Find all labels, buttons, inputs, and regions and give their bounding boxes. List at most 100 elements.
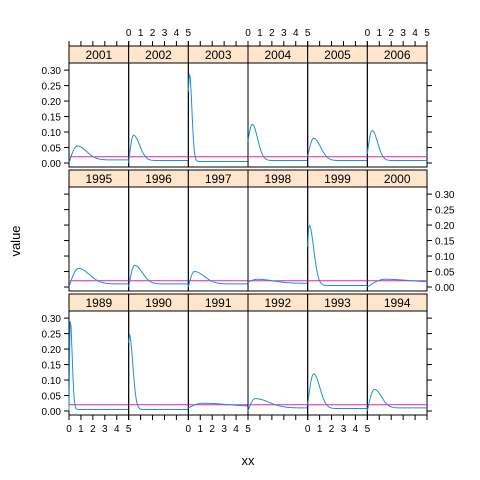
series-line-2000 bbox=[367, 278, 428, 288]
strip-label-1999: 1999 bbox=[324, 172, 351, 186]
panel-frame-1994 bbox=[366, 310, 428, 416]
series-line-2001 bbox=[68, 145, 129, 164]
x-tick-label: 4 bbox=[233, 424, 239, 435]
x-tick-label: 2 bbox=[209, 424, 215, 435]
series-line-1991 bbox=[188, 402, 249, 409]
series-line-2004 bbox=[247, 123, 308, 162]
panel-frame-1992 bbox=[247, 310, 309, 416]
panel-frame-2002 bbox=[128, 62, 189, 168]
x-tick-label: 3 bbox=[281, 28, 287, 39]
x-tick-label: 1 bbox=[78, 424, 84, 435]
y-tick-label: 0.20 bbox=[42, 345, 62, 356]
panel-1993: 1993 bbox=[307, 293, 368, 416]
y-tick-label: 0.10 bbox=[42, 128, 62, 139]
series-line-1989 bbox=[68, 321, 129, 412]
panel-frame-1990 bbox=[128, 310, 189, 416]
series-line-1997 bbox=[187, 271, 249, 288]
x-tick-label: 1 bbox=[317, 424, 323, 435]
x-tick-label: 2 bbox=[150, 28, 156, 39]
x-tick-label: 4 bbox=[174, 28, 180, 39]
x-tick-label: 2 bbox=[90, 424, 96, 435]
panel-1989: 1989 bbox=[68, 293, 130, 416]
panel-grid: 2001 2002 2003 2004 2005 2006 1995 1996 1997 1998… bbox=[68, 45, 428, 416]
x-tick-label: 0 bbox=[66, 424, 72, 435]
x-tick-label: 0 bbox=[305, 424, 311, 435]
panel-2005: 2005 bbox=[307, 45, 368, 168]
strip-label-2005: 2005 bbox=[324, 48, 351, 62]
x-tick-label: 4 bbox=[412, 28, 418, 39]
x-tick-label: 0 bbox=[186, 424, 192, 435]
x-tick-label: 0 bbox=[245, 28, 251, 39]
x-tick-label: 1 bbox=[197, 424, 203, 435]
y-tick-label: 0.30 bbox=[42, 314, 62, 325]
y-axis-title: value bbox=[8, 225, 23, 256]
y-tick-label: 0.05 bbox=[42, 144, 62, 155]
x-tick-label: 1 bbox=[138, 28, 144, 39]
x-tick-label: 4 bbox=[114, 424, 120, 435]
panel-frame-1998 bbox=[247, 186, 309, 292]
panel-1998: 1998 bbox=[247, 169, 309, 292]
panel-frame-1989 bbox=[68, 310, 130, 416]
panel-frame-1993 bbox=[307, 310, 368, 416]
strip-label-1992: 1992 bbox=[264, 296, 291, 310]
panel-2002: 2002 bbox=[128, 45, 189, 168]
series-line-1992 bbox=[247, 398, 308, 412]
x-tick-label: 4 bbox=[353, 424, 359, 435]
x-tick-label: 3 bbox=[221, 424, 227, 435]
y-tick-label: 0.15 bbox=[42, 361, 62, 372]
y-tick-label: 0.00 bbox=[42, 407, 62, 418]
panel-frame-2006 bbox=[366, 62, 428, 168]
panel-frame-2000 bbox=[366, 186, 428, 292]
x-tick-label: 3 bbox=[162, 28, 168, 39]
x-tick-label: 1 bbox=[257, 28, 263, 39]
strip-label-1993: 1993 bbox=[324, 296, 351, 310]
x-tick-label: 5 bbox=[424, 28, 430, 39]
y-tick-label: 0.05 bbox=[435, 268, 455, 279]
series-line-1995 bbox=[68, 267, 129, 288]
panel-1994: 1994 bbox=[366, 293, 428, 416]
x-tick-label: 0 bbox=[126, 28, 132, 39]
series-line-1993 bbox=[307, 373, 368, 410]
panel-1996: 1996 bbox=[128, 169, 189, 292]
panel-frame-2004 bbox=[247, 62, 309, 168]
panel-1997: 1997 bbox=[187, 169, 249, 292]
x-tick-label: 5 bbox=[126, 424, 132, 435]
strip-label-2000: 2000 bbox=[384, 172, 411, 186]
panel-frame-1996 bbox=[128, 186, 189, 292]
x-tick-label: 3 bbox=[341, 424, 347, 435]
panel-frame-2003 bbox=[187, 62, 249, 168]
x-tick-label: 5 bbox=[365, 424, 371, 435]
panel-frame-1991 bbox=[187, 310, 249, 416]
strip-label-1989: 1989 bbox=[85, 296, 112, 310]
panel-2000: 2000 bbox=[366, 169, 428, 292]
y-tick-label: 0.25 bbox=[42, 82, 62, 93]
y-tick-label: 0.25 bbox=[42, 330, 62, 341]
panel-frame-2001 bbox=[68, 62, 130, 168]
strip-label-2001: 2001 bbox=[85, 48, 112, 62]
panel-1990: 1990 bbox=[128, 293, 189, 416]
y-tick-label: 0.00 bbox=[435, 283, 455, 294]
panel-frame-1997 bbox=[187, 186, 249, 292]
x-tick-label: 3 bbox=[102, 424, 108, 435]
y-tick-label: 0.00 bbox=[42, 159, 62, 170]
x-axis-title: xx bbox=[242, 453, 256, 468]
panel-2004: 2004 bbox=[247, 45, 309, 168]
x-tick-label: 2 bbox=[269, 28, 275, 39]
strip-label-1998: 1998 bbox=[264, 172, 291, 186]
series-line-1994 bbox=[366, 388, 428, 412]
panel-1991: 1991 bbox=[187, 293, 249, 416]
x-tick-label: 5 bbox=[186, 28, 192, 39]
strip-label-2004: 2004 bbox=[264, 48, 291, 62]
x-tick-label: 1 bbox=[377, 28, 383, 39]
series-line-1990 bbox=[128, 333, 189, 410]
strip-label-1991: 1991 bbox=[205, 296, 232, 310]
x-tick-label: 0 bbox=[365, 28, 371, 39]
x-tick-label: 5 bbox=[305, 28, 311, 39]
x-tick-label: 2 bbox=[388, 28, 394, 39]
panel-2006: 2006 bbox=[366, 45, 428, 168]
panel-1999: 1999 bbox=[307, 169, 368, 292]
panel-1992: 1992 bbox=[247, 293, 309, 416]
strip-label-1990: 1990 bbox=[145, 296, 172, 310]
series-line-1998 bbox=[247, 278, 308, 284]
